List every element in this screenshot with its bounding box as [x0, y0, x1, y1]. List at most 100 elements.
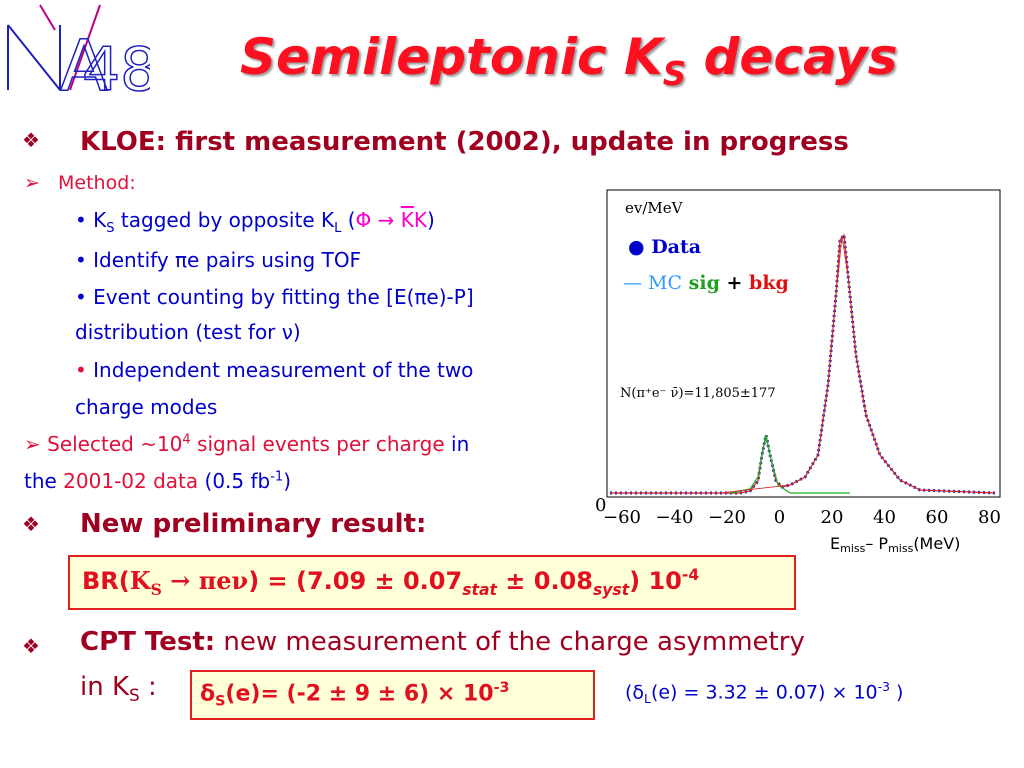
title: Semileptonic KS decays [240, 28, 898, 93]
t: (e)= (-2 ± 9 ± 6) × 10 [225, 681, 494, 707]
t: • [75, 358, 87, 382]
t: S [129, 685, 140, 706]
item: • Identify πe pairs using TOF [75, 248, 362, 272]
t: Φ → [355, 208, 401, 232]
logo-n: N [6, 89, 7, 91]
t: L [644, 692, 651, 707]
selected-cont: the 2001-02 data (0.5 fb-1) [24, 469, 291, 493]
method-label: Method: [58, 172, 136, 194]
t: bkg [742, 272, 788, 294]
item: distribution (test for ν) [75, 320, 301, 344]
item: • Independent measurement of the two [75, 358, 473, 382]
t: K [400, 208, 414, 232]
t: BR( [82, 567, 130, 595]
t: (MeV) [913, 534, 960, 553]
t: syst [592, 580, 630, 599]
t: S [106, 221, 115, 236]
t: ) [889, 681, 904, 704]
origin-label: 0 [595, 495, 606, 516]
mc-signal [729, 434, 850, 494]
x-tick-label: 60 [926, 507, 949, 528]
t: ) [283, 469, 291, 493]
t: E [830, 534, 840, 553]
t: + [720, 272, 743, 294]
plot-frame [606, 189, 1001, 498]
x-tick-label: 20 [821, 507, 844, 528]
t: — MC [623, 272, 682, 294]
item: • Event counting by fitting the [E(πe)-P… [75, 285, 474, 309]
t: tagged by opposite K [114, 208, 335, 232]
cpt-cont: in KS : [80, 672, 157, 705]
t: S [215, 693, 226, 710]
x-tick-label: −20 [708, 507, 746, 528]
t: ➢ [24, 432, 41, 456]
plot: ev/MeV ● Data — MC sig + bkg N(π⁺e⁻ ν̄)=… [595, 189, 1001, 555]
t: in [444, 432, 470, 456]
delta-l: (δL(e) = 3.32 ± 0.07) × 10-3 ) [625, 680, 903, 706]
t: K [129, 566, 151, 595]
t: ) 10 [629, 567, 682, 595]
t: -3 [877, 680, 890, 694]
result-heading: New preliminary result: [80, 509, 427, 539]
x-tick-label: 0 [774, 507, 785, 528]
t: ) = (7.09 ± 0.07 [248, 567, 463, 595]
t: ) [427, 208, 435, 232]
annotation: N(π⁺e⁻ ν̄)=11,805±177 [620, 386, 776, 401]
t: in K [80, 672, 130, 702]
x-tick-label: 40 [873, 507, 896, 528]
t: the [24, 469, 57, 493]
cpt-line: CPT Test: new measurement of the charge … [80, 627, 805, 657]
t: sig [682, 272, 720, 294]
t: : [139, 672, 157, 702]
cpt-box [190, 670, 595, 720]
selected: ➢ Selected ~104 signal events per charge… [24, 432, 469, 456]
arrow: ➢ [24, 172, 40, 194]
x-ticks: −60 −40 −20 0 20 40 60 80 [603, 507, 1001, 528]
t: Independent measurement of the two [86, 358, 474, 382]
t: -1 [270, 469, 284, 485]
t: -3 [493, 680, 510, 696]
t: miss [888, 542, 914, 555]
t: CPT Test: [80, 627, 216, 657]
t: miss [840, 542, 866, 555]
t: ( [341, 208, 356, 232]
legend-mc: — MC sig + bkg [623, 272, 789, 294]
t: ± 0.08 [496, 567, 593, 595]
t: new measurement of the charge asymmetry [215, 627, 805, 657]
bullet: ❖ [22, 512, 40, 536]
t: Selected ~10 [40, 432, 183, 456]
t: (e) = 3.32 ± 0.07) × 10 [650, 681, 878, 704]
title-main: Semileptonic K [240, 28, 663, 86]
title-end: decays [686, 28, 898, 86]
item: • KS tagged by opposite KL (Φ → KK) [75, 208, 435, 236]
bullet: ❖ [22, 128, 40, 152]
t: – P [865, 534, 888, 553]
t: 2001-02 data [56, 469, 199, 493]
delta-s: δS(e)= (-2 ± 9 ± 6) × 10-3 [200, 680, 509, 710]
t: L [334, 221, 342, 236]
br-box [68, 555, 796, 610]
t: (0.5 fb [198, 469, 271, 493]
t: S [150, 579, 162, 599]
x-tick-label: −40 [656, 507, 694, 528]
t: (δ [625, 681, 645, 704]
t: K [413, 208, 427, 232]
legend-data: ● Data [628, 236, 701, 258]
t: signal events per charge [190, 432, 445, 456]
kloe-heading: KLOE: first measurement (2002), update i… [80, 127, 849, 157]
x-tick-label: −60 [603, 507, 641, 528]
t: δ [200, 681, 216, 707]
t: • K [75, 208, 107, 232]
t: → πeν [161, 566, 249, 595]
logo-a: A [60, 25, 108, 100]
bullet: ❖ [22, 634, 40, 658]
y-label: ev/MeV [625, 199, 684, 217]
x-tick-label: 80 [978, 507, 1001, 528]
t: 4 [182, 432, 191, 448]
title-sub: S [662, 55, 687, 93]
logo: A N 48 [6, 4, 150, 100]
br: BR(KS → πeν) = (7.09 ± 0.07stat ± 0.08sy… [82, 566, 699, 599]
logo-num: 48 [82, 35, 150, 100]
t: -4 [681, 566, 700, 584]
item: charge modes [75, 395, 218, 419]
